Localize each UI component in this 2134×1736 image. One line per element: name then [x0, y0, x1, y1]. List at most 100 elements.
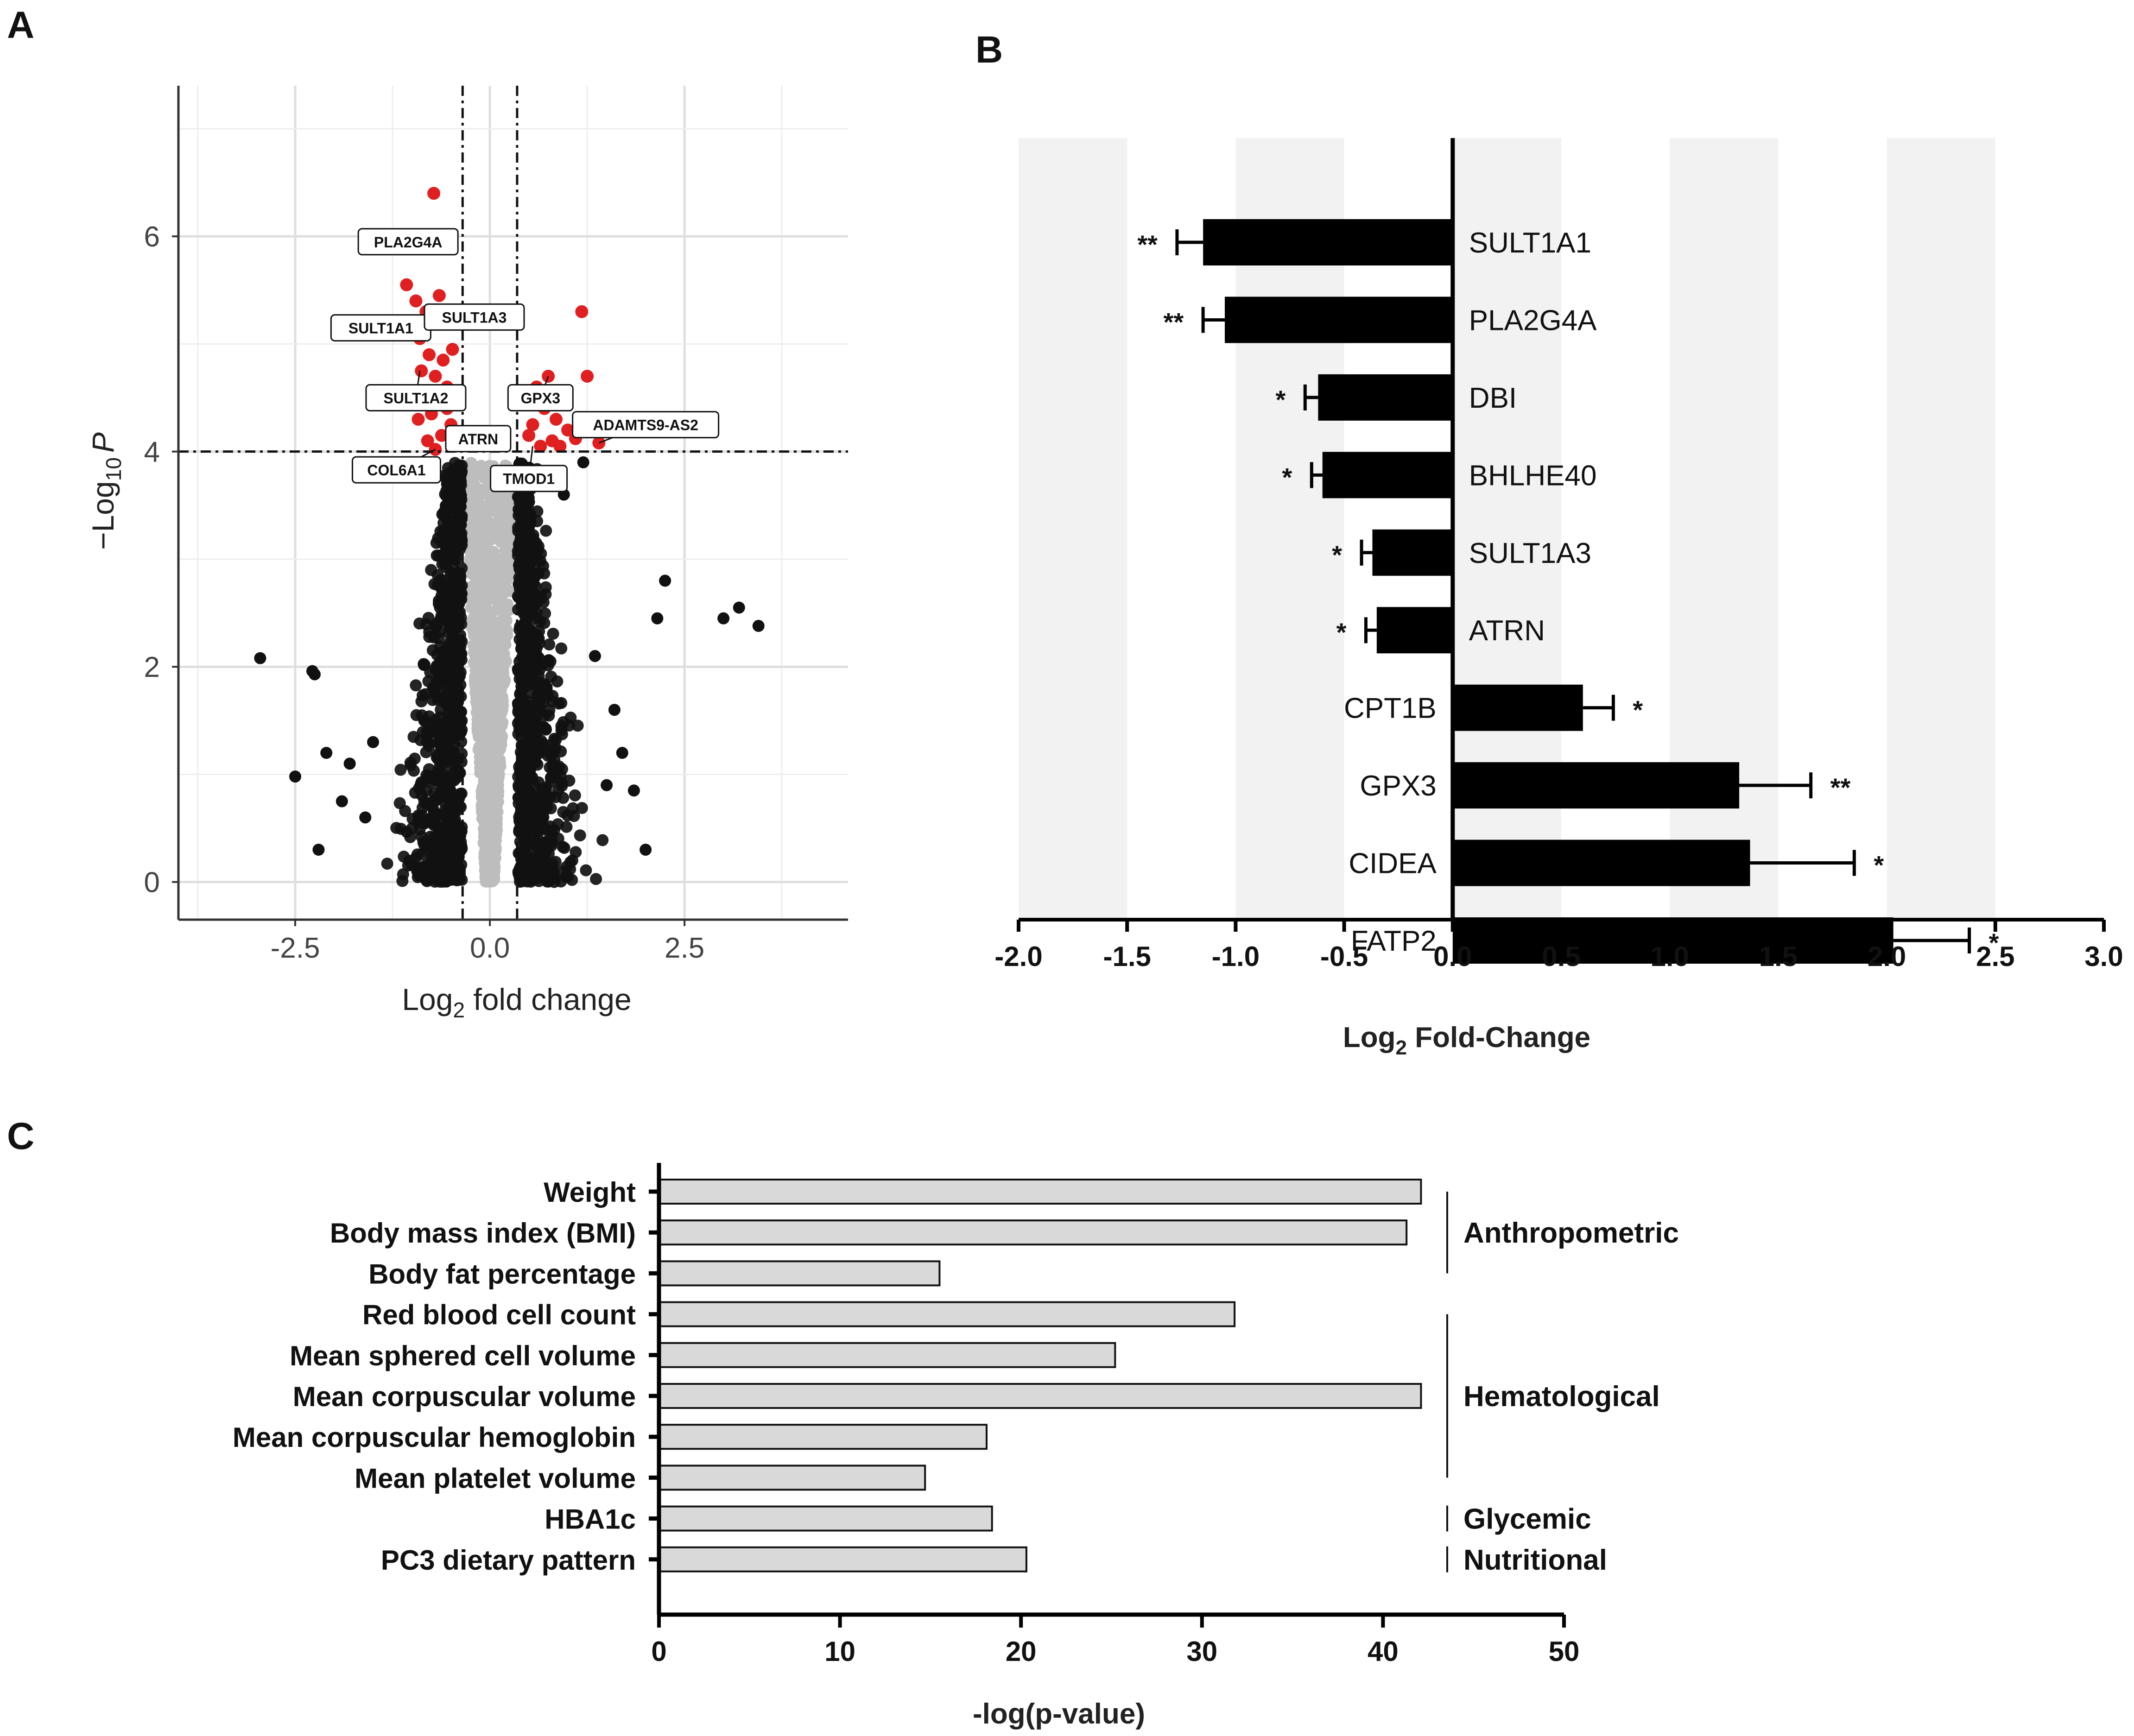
panel-a-label-box — [351, 456, 441, 484]
panel-b-category-label: PLA2G4A — [1469, 304, 1597, 336]
panel-a-point — [530, 727, 543, 739]
panel-a-point — [539, 684, 552, 697]
panel-c-x-axis-title: -log(p-value) — [973, 1698, 1145, 1730]
panel-a-point — [440, 875, 453, 888]
panel-a-point — [512, 779, 525, 792]
panel-a-point — [427, 865, 439, 878]
panel-b-band — [1019, 138, 1127, 920]
panel-a-point — [547, 627, 559, 640]
panel-a-point — [441, 755, 453, 768]
panel-a-point-ns — [469, 669, 481, 681]
panel-a-point — [336, 795, 348, 808]
panel-a-point — [527, 599, 540, 612]
panel-a-point — [516, 675, 529, 687]
panel-a-label-box — [507, 384, 574, 412]
panel-a-gene-label: GPX3 — [521, 390, 560, 407]
panel-a-x-tick-label: 2.5 — [665, 932, 704, 964]
panel-a-point-ns — [489, 830, 501, 841]
panel-c-bar — [658, 1260, 941, 1287]
panel-a-point — [447, 638, 459, 651]
panel-a-point — [596, 834, 609, 846]
panel-c-x-axis-ticks: 0 10 20 30 40 50 — [651, 1163, 1579, 1667]
panel-a-point — [526, 626, 539, 639]
panel-a-point — [549, 760, 561, 773]
panel-c-category-label: Body fat percentage — [368, 1258, 636, 1289]
panel-a-point — [450, 680, 463, 692]
panel-a-point — [450, 663, 462, 675]
panel-a-point — [539, 607, 551, 620]
panel-a-point — [545, 776, 557, 788]
panel-a-y-axis-title: −Log10P — [86, 432, 126, 550]
panel-c-category-label: Mean platelet volume — [355, 1463, 636, 1494]
panel-b-significance: * — [1633, 695, 1643, 725]
panel-a-point — [555, 745, 567, 758]
panel-a-point — [577, 456, 589, 468]
panel-a-point — [455, 518, 467, 531]
panel-a-point-ns — [464, 484, 475, 496]
panel-a-point — [521, 808, 534, 821]
panel-a-point — [543, 709, 555, 722]
panel-a-point — [535, 548, 547, 560]
panel-a-point — [531, 758, 544, 771]
panel-a-point-ns — [490, 552, 502, 564]
panel-a-point-ns — [469, 521, 480, 533]
panel-a-point — [441, 578, 453, 591]
panel-b-x-tick-label: -1.5 — [1103, 941, 1151, 972]
panel-a-point-significant — [526, 418, 539, 431]
panel-a-point — [558, 842, 570, 854]
panel-a-point-ns — [497, 704, 509, 715]
panel-c-group-label: Nutritional — [1463, 1544, 1607, 1576]
panel-a-point-significant — [549, 413, 563, 426]
panel-c-bar — [658, 1301, 1236, 1327]
panel-c-x-tick-label: 40 — [1368, 1636, 1399, 1667]
panel-a-point — [418, 795, 431, 808]
panel-a-point — [424, 830, 437, 843]
panel-a-point-significant — [575, 305, 589, 318]
panel-a-point — [434, 723, 447, 735]
panel-a-point — [420, 746, 432, 758]
panel-a-point — [455, 527, 468, 540]
panel-c-x-tick-label: 50 — [1549, 1636, 1580, 1667]
panel-a-point — [752, 619, 765, 632]
panel-a-point — [428, 770, 440, 783]
panel-a-point-ns — [482, 803, 494, 815]
panel-a-x-tick-label: 0.0 — [470, 932, 510, 964]
panel-a-point — [417, 726, 429, 738]
panel-a-point — [526, 834, 539, 847]
panel-b-category-label: SULT1A1 — [1469, 227, 1591, 259]
panel-a-point — [452, 593, 464, 606]
panel-a-point-ns — [474, 560, 486, 571]
panel-a-point-significant — [435, 429, 448, 442]
panel-c-category-label: Mean sphered cell volume — [290, 1340, 636, 1371]
panel-a-point — [717, 612, 730, 625]
panel-a-x-tick-label: -2.5 — [271, 932, 320, 964]
panel-a-point — [432, 549, 445, 562]
panel-a-point — [524, 507, 536, 520]
panel-a-point-ns — [488, 712, 500, 723]
panel-a-point — [451, 712, 463, 724]
panel-a-point — [529, 791, 542, 804]
panel-a-point-ns — [499, 579, 511, 591]
panel-a-point — [431, 751, 443, 764]
panel-a-point — [651, 612, 664, 625]
panel-a-point-significant — [437, 354, 450, 367]
panel-a-point — [537, 560, 550, 572]
panel-a-point — [413, 617, 426, 630]
panel-a-point-ns — [492, 491, 503, 502]
panel-a-point-significant — [522, 429, 536, 442]
panel-b-bar — [1224, 297, 1453, 343]
panel-a-point-ns — [477, 509, 488, 521]
panel-b-x-tick-label: 0.0 — [1433, 941, 1472, 972]
panel-a-cutoff-lines — [178, 86, 848, 920]
panel-a-point — [513, 492, 525, 504]
panel-a-point-ns — [478, 473, 490, 484]
panel-a-point-ns — [478, 610, 490, 622]
panel-b-category-label: ATRN — [1469, 615, 1545, 647]
panel-a-point — [435, 703, 447, 716]
panel-a-point — [557, 806, 570, 818]
panel-a-point — [393, 797, 406, 809]
panel-a-point — [513, 826, 526, 838]
panel-a-point-ns — [489, 680, 501, 691]
panel-a-point — [552, 833, 564, 845]
panel-a-point-ns — [493, 530, 505, 542]
